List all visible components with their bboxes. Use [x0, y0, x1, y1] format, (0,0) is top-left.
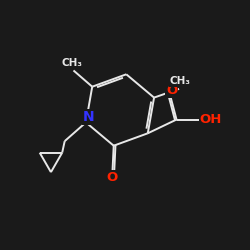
Text: CH₃: CH₃ — [170, 76, 191, 86]
Text: OH: OH — [200, 113, 222, 126]
Text: O: O — [166, 84, 177, 97]
Text: O: O — [107, 171, 118, 184]
Text: N: N — [82, 110, 94, 124]
Text: CH₃: CH₃ — [62, 58, 83, 68]
